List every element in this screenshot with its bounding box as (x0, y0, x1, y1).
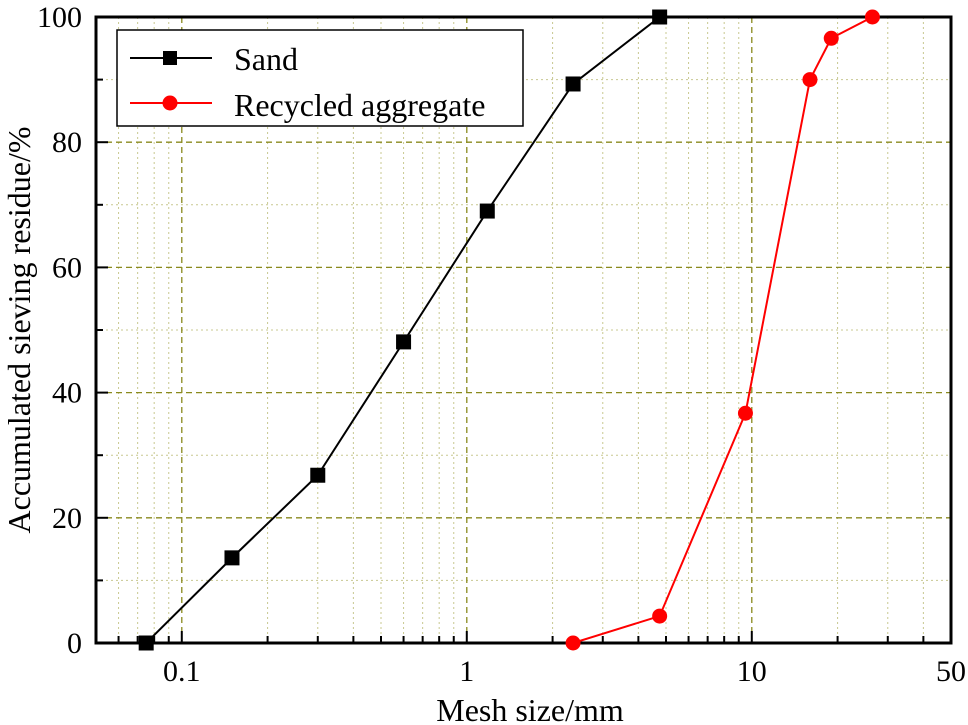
recycled-data-point-circle-icon (652, 608, 668, 624)
recycled-data-point-circle-icon (802, 72, 818, 88)
recycled-data-point-circle-icon (565, 635, 581, 651)
series-layer (138, 9, 880, 651)
legend-box (116, 29, 524, 127)
major-grid (96, 17, 951, 643)
y-tick-label: 60 (52, 251, 82, 284)
sand-data-point-square-icon (479, 203, 495, 219)
y-axis-title: Accumulated sieving residue/% (1, 127, 37, 534)
series-line-1 (572, 16, 873, 644)
legend-sand-label: Sand (234, 41, 298, 77)
legend: Sand Recycled aggregate (116, 29, 524, 127)
legend-sand-square-icon (163, 51, 177, 65)
x-tick-labels: 0.1 1 10 50 (163, 655, 966, 688)
recycled-data-point-circle-icon (864, 9, 880, 25)
recycled-data-point-circle-icon (823, 30, 839, 46)
y-tick-labels: 0 20 40 60 80 100 (37, 1, 82, 660)
y-tick-label: 40 (52, 377, 82, 410)
y-tick-label: 20 (52, 502, 82, 535)
sand-data-point-square-icon (652, 9, 668, 25)
y-tick-label: 80 (52, 126, 82, 159)
x-axis-title: Mesh size/mm (436, 692, 624, 725)
y-tick-label: 100 (37, 1, 82, 34)
legend-recycled-circle-icon (162, 95, 178, 111)
sand-data-point-square-icon (138, 635, 154, 651)
sand-data-point-square-icon (396, 334, 412, 350)
sand-data-point-square-icon (310, 467, 326, 483)
minor-grid (96, 17, 951, 643)
x-tick-label: 1 (459, 655, 474, 688)
recycled-data-point-circle-icon (737, 405, 753, 421)
sand-data-point-square-icon (565, 76, 581, 92)
sand-data-point-square-icon (224, 550, 240, 566)
axis-ticks (96, 78, 925, 643)
x-tick-label: 0.1 (163, 655, 201, 688)
x-tick-label: 50 (936, 655, 966, 688)
x-tick-label: 10 (737, 655, 767, 688)
y-tick-label: 0 (67, 627, 82, 660)
legend-recycled-label: Recycled aggregate (234, 87, 485, 123)
